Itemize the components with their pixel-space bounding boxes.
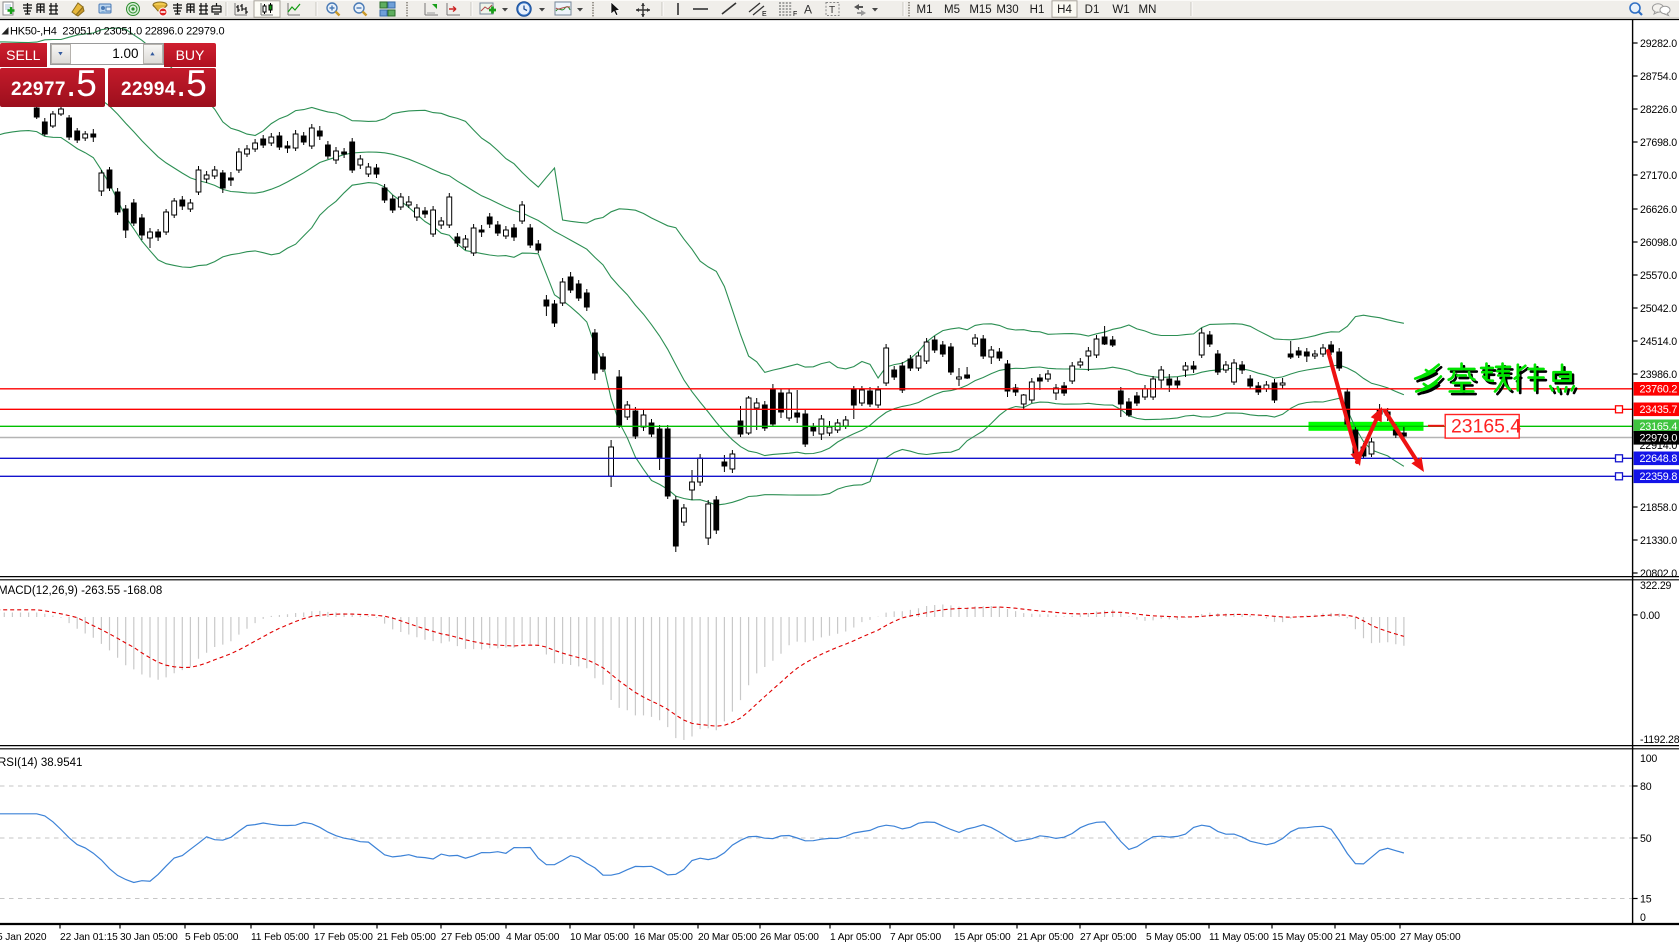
svg-text:M5: M5: [944, 4, 960, 16]
svg-text:30 Jan 05:00: 30 Jan 05:00: [120, 932, 178, 943]
svg-text:RSI(14) 38.9541: RSI(14) 38.9541: [0, 757, 82, 769]
svg-text:23760.2: 23760.2: [1640, 384, 1678, 396]
svg-text:27 May 05:00: 27 May 05:00: [1400, 932, 1461, 943]
svg-text:5 May 05:00: 5 May 05:00: [1146, 932, 1201, 943]
svg-text:11 Feb 05:00: 11 Feb 05:00: [251, 932, 310, 943]
svg-text:T: T: [829, 5, 835, 16]
svg-text:-1192.28: -1192.28: [1640, 734, 1679, 746]
svg-text:23165.4: 23165.4: [1451, 416, 1521, 438]
svg-text:F: F: [793, 11, 797, 18]
svg-text:0.00: 0.00: [1640, 610, 1660, 622]
svg-text:M30: M30: [996, 4, 1018, 16]
svg-text:29282.0: 29282.0: [1640, 38, 1677, 50]
svg-text:10 Mar 05:00: 10 Mar 05:00: [570, 932, 629, 943]
svg-text:11 May 05:00: 11 May 05:00: [1209, 932, 1269, 943]
svg-text:5 Feb 05:00: 5 Feb 05:00: [185, 932, 239, 943]
svg-text:17 Feb 05:00: 17 Feb 05:00: [314, 932, 373, 943]
svg-text:28754.0: 28754.0: [1640, 71, 1677, 83]
svg-text:23165.4: 23165.4: [1640, 421, 1678, 433]
svg-text:21 Feb 05:00: 21 Feb 05:00: [377, 932, 436, 943]
svg-text:22914.0: 22914.0: [1640, 440, 1678, 452]
svg-text:15 Apr 05:00: 15 Apr 05:00: [954, 932, 1011, 943]
svg-text:H1: H1: [1030, 4, 1045, 16]
svg-text:23435.7: 23435.7: [1640, 404, 1678, 416]
svg-text:20 Mar 05:00: 20 Mar 05:00: [698, 932, 757, 943]
svg-text:5 Jan 2020: 5 Jan 2020: [0, 932, 47, 943]
svg-text:A: A: [804, 3, 812, 17]
svg-text:E: E: [762, 11, 767, 18]
svg-text:24514.0: 24514.0: [1640, 336, 1677, 348]
svg-text:20802.0: 20802.0: [1640, 568, 1677, 580]
svg-text:22979.0: 22979.0: [1640, 433, 1678, 445]
svg-text:22359.8: 22359.8: [1640, 471, 1678, 483]
svg-text:50: 50: [1640, 833, 1652, 845]
svg-text:26626.0: 26626.0: [1640, 204, 1677, 216]
svg-text:0: 0: [1640, 912, 1646, 924]
svg-text:27 Feb 05:00: 27 Feb 05:00: [441, 932, 500, 943]
svg-text:21330.0: 21330.0: [1640, 535, 1677, 547]
svg-text:7 Apr 05:00: 7 Apr 05:00: [890, 932, 941, 943]
svg-text:4 Mar 05:00: 4 Mar 05:00: [506, 932, 560, 943]
svg-text:22 Jan 01:15: 22 Jan 01:15: [60, 932, 118, 943]
svg-text:27698.0: 27698.0: [1640, 137, 1677, 149]
svg-text:H4: H4: [1057, 4, 1072, 16]
svg-text:1 Apr 05:00: 1 Apr 05:00: [830, 932, 881, 943]
svg-text:23986.0: 23986.0: [1640, 369, 1677, 381]
svg-text:27 Apr 05:00: 27 Apr 05:00: [1080, 932, 1137, 943]
svg-text:21 May 05:00: 21 May 05:00: [1335, 932, 1396, 943]
svg-text:322.29: 322.29: [1640, 580, 1672, 592]
svg-text:25042.0: 25042.0: [1640, 303, 1677, 315]
svg-text:HK50-,H4 23051.0 23051.0 2289: HK50-,H4 23051.0 23051.0 22896.0 22979.0: [10, 26, 225, 38]
svg-text:M15: M15: [969, 4, 991, 16]
svg-text:80: 80: [1640, 781, 1652, 793]
svg-text:21858.0: 21858.0: [1640, 502, 1677, 514]
svg-text:15 May 05:00: 15 May 05:00: [1272, 932, 1333, 943]
svg-text:26 Mar 05:00: 26 Mar 05:00: [760, 932, 819, 943]
svg-text:28226.0: 28226.0: [1640, 104, 1677, 116]
svg-text:15: 15: [1640, 893, 1652, 905]
svg-text:D1: D1: [1085, 4, 1100, 16]
svg-text:22648.8: 22648.8: [1640, 453, 1678, 465]
svg-text:M1: M1: [917, 4, 933, 16]
svg-text:21 Apr 05:00: 21 Apr 05:00: [1017, 932, 1074, 943]
svg-text:27170.0: 27170.0: [1640, 170, 1677, 182]
svg-text:W1: W1: [1112, 4, 1129, 16]
svg-text:25570.0: 25570.0: [1640, 270, 1677, 282]
svg-text:MACD(12,26,9) -263.55 -168.08: MACD(12,26,9) -263.55 -168.08: [0, 585, 162, 597]
svg-text:100: 100: [1640, 753, 1657, 765]
svg-text:16 Mar 05:00: 16 Mar 05:00: [634, 932, 693, 943]
svg-text:MN: MN: [1139, 4, 1157, 16]
svg-text:26098.0: 26098.0: [1640, 237, 1677, 249]
